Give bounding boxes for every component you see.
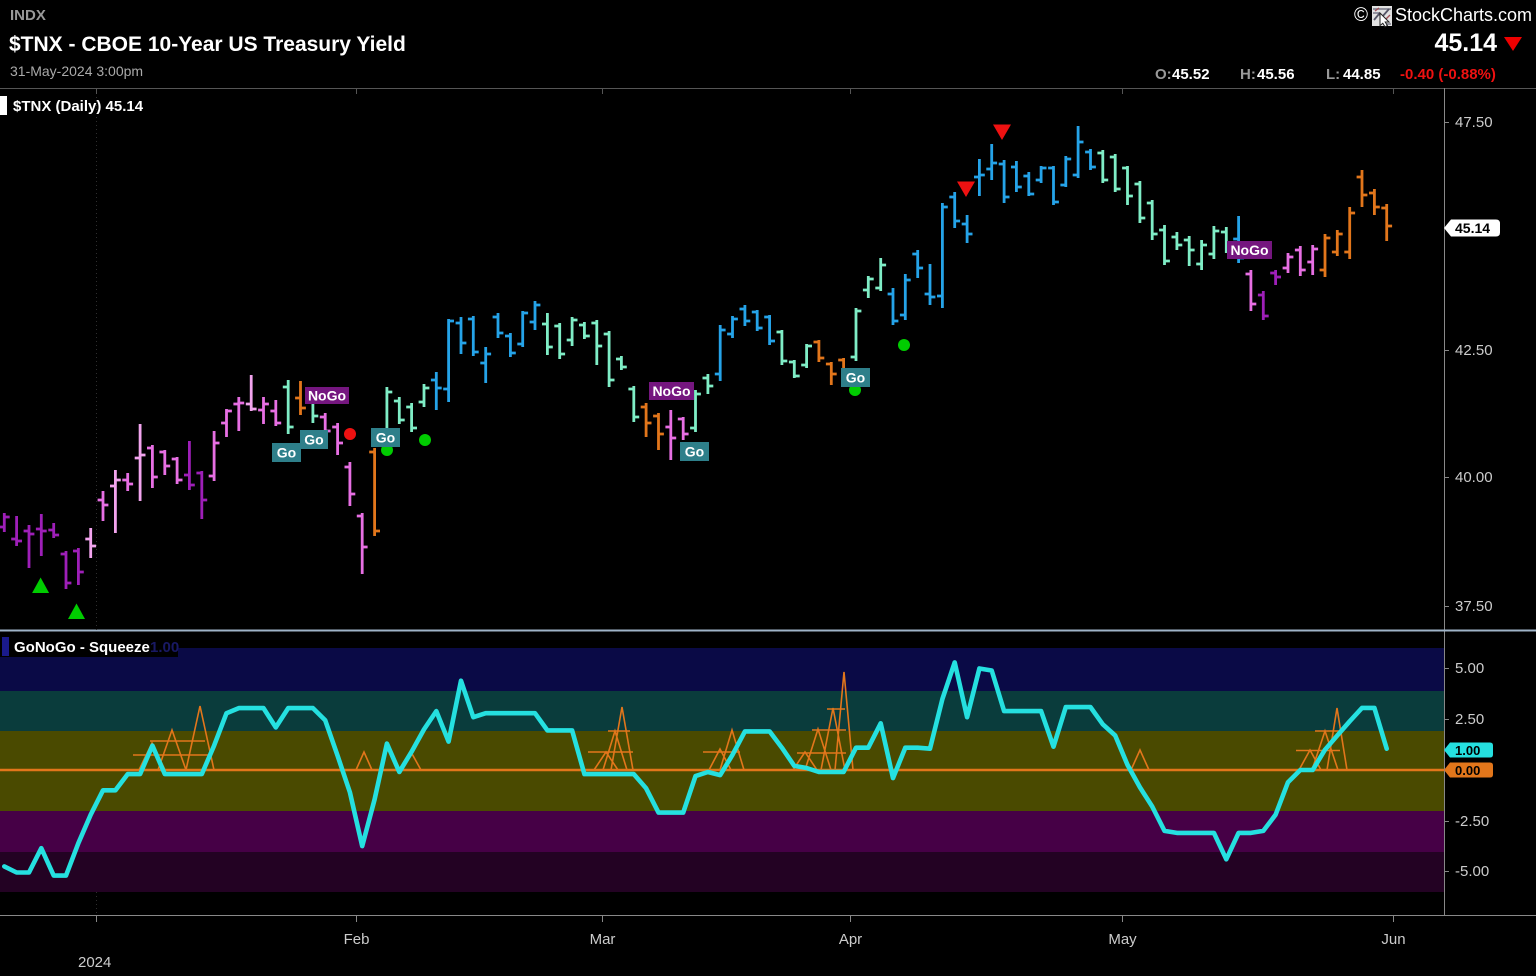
svg-text:Go: Go bbox=[846, 370, 865, 386]
svg-text:45.56: 45.56 bbox=[1257, 66, 1295, 83]
svg-text:45.52: 45.52 bbox=[1172, 66, 1210, 83]
svg-text:Go: Go bbox=[304, 432, 323, 448]
svg-text:45.14: 45.14 bbox=[1455, 220, 1490, 236]
svg-text:Go: Go bbox=[685, 444, 704, 460]
svg-text:-2.50: -2.50 bbox=[1455, 813, 1489, 830]
svg-text:2.50: 2.50 bbox=[1455, 711, 1484, 728]
svg-text:L:: L: bbox=[1326, 66, 1340, 83]
svg-text:O:: O: bbox=[1155, 66, 1172, 83]
svg-text:NoGo: NoGo bbox=[1230, 242, 1268, 258]
svg-text:May: May bbox=[1108, 931, 1137, 948]
svg-text:©: © bbox=[1354, 5, 1368, 26]
svg-text:Mar: Mar bbox=[590, 931, 616, 948]
svg-text:Feb: Feb bbox=[344, 931, 370, 948]
svg-text:2024: 2024 bbox=[78, 954, 111, 971]
svg-text:5.00: 5.00 bbox=[1455, 660, 1484, 677]
svg-text:1.00: 1.00 bbox=[1455, 743, 1480, 758]
svg-text:1.00: 1.00 bbox=[150, 639, 179, 656]
svg-text:$TNX - CBOE 10-Year US Treasur: $TNX - CBOE 10-Year US Treasury Yield bbox=[9, 33, 406, 56]
svg-text:-5.00: -5.00 bbox=[1455, 863, 1489, 880]
svg-text:Go: Go bbox=[376, 430, 395, 446]
svg-text:NoGo: NoGo bbox=[652, 383, 690, 399]
svg-text:42.50: 42.50 bbox=[1455, 342, 1493, 359]
svg-text:Go: Go bbox=[277, 445, 296, 461]
svg-text:StockCharts.com: StockCharts.com bbox=[1395, 5, 1532, 25]
svg-text:37.50: 37.50 bbox=[1455, 598, 1493, 615]
svg-text:Apr: Apr bbox=[839, 931, 862, 948]
svg-text:Jun: Jun bbox=[1381, 931, 1405, 948]
svg-text:INDX: INDX bbox=[10, 7, 46, 24]
svg-text:$TNX (Daily) 45.14: $TNX (Daily) 45.14 bbox=[13, 98, 144, 115]
svg-text:31-May-2024 3:00pm: 31-May-2024 3:00pm bbox=[10, 63, 143, 79]
svg-text:40.00: 40.00 bbox=[1455, 469, 1493, 486]
svg-text:45.14: 45.14 bbox=[1434, 29, 1497, 57]
svg-text:H:: H: bbox=[1240, 66, 1256, 83]
svg-text:NoGo: NoGo bbox=[308, 388, 346, 404]
svg-text:-0.40 (-0.88%): -0.40 (-0.88%) bbox=[1400, 66, 1496, 83]
svg-text:47.50: 47.50 bbox=[1455, 114, 1493, 131]
svg-text:44.85: 44.85 bbox=[1343, 66, 1381, 83]
svg-text:0.00: 0.00 bbox=[1455, 763, 1480, 778]
svg-text:GoNoGo - Squeeze: GoNoGo - Squeeze bbox=[14, 639, 150, 656]
